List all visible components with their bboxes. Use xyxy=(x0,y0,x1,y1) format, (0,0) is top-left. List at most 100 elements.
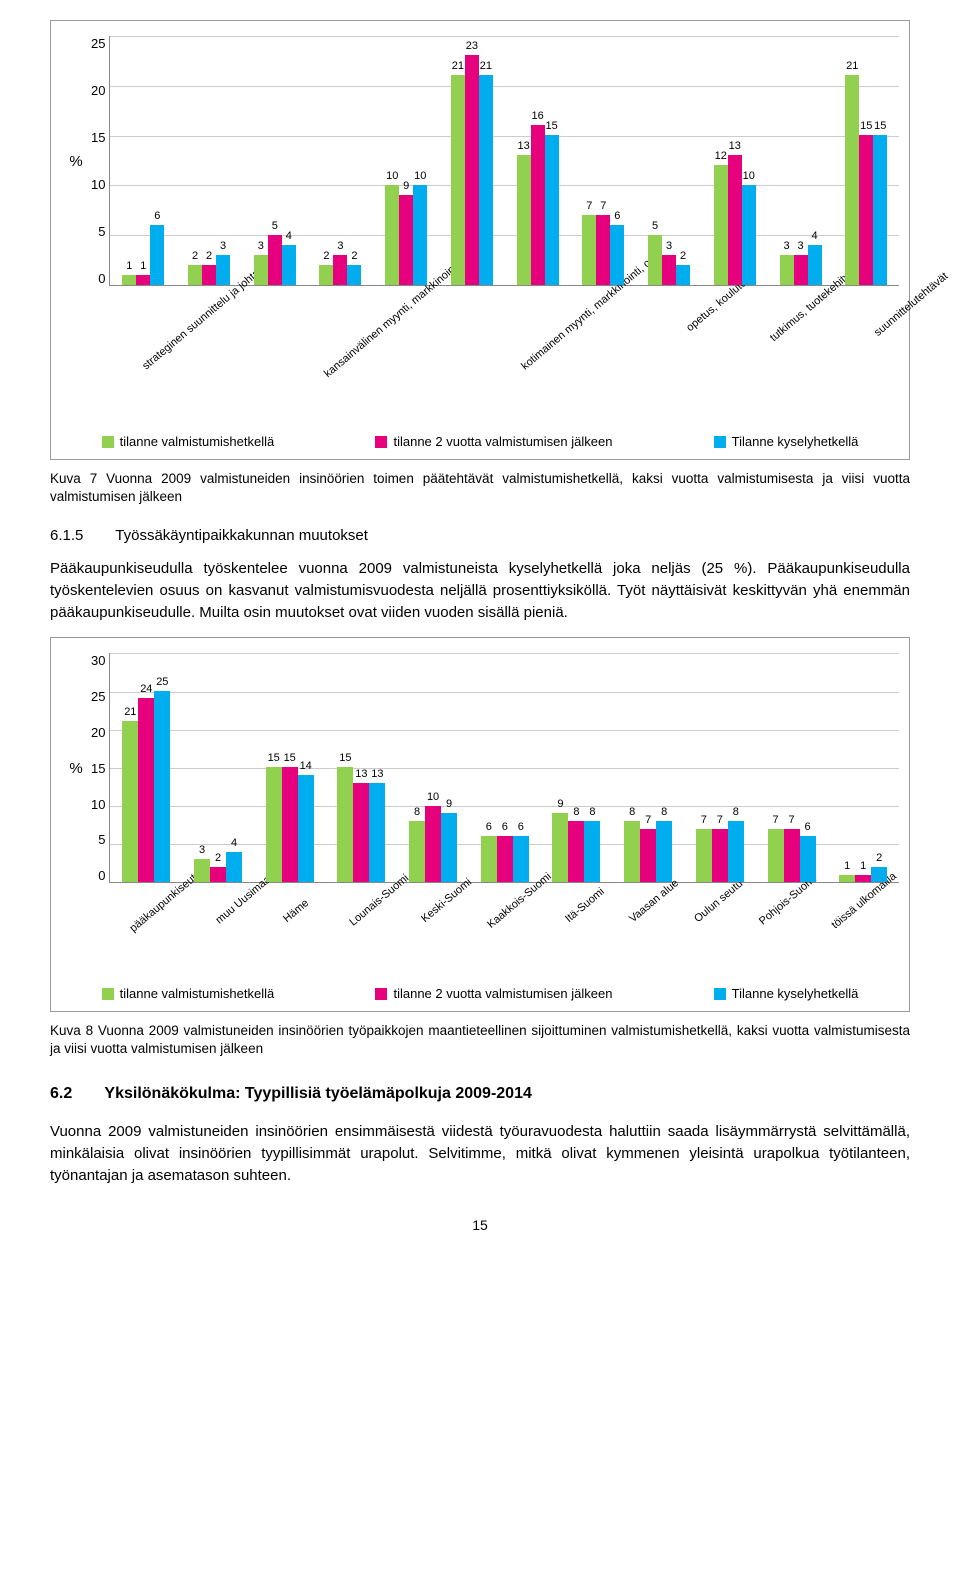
bar: 10 xyxy=(385,185,399,285)
bar: 7 xyxy=(596,215,610,285)
bar: 10 xyxy=(425,806,441,883)
bar: 7 xyxy=(640,829,656,883)
bar-value-label: 3 xyxy=(220,240,226,252)
plot-area: 1162233542321091021232113161577653212131… xyxy=(109,36,899,286)
bar-value-label: 9 xyxy=(446,798,452,810)
bar: 15 xyxy=(873,135,887,285)
bar: 15 xyxy=(545,135,559,285)
subsection-number: 6.1.5 xyxy=(50,527,83,544)
legend-swatch xyxy=(102,988,114,1000)
bar: 15 xyxy=(282,767,298,882)
bar: 6 xyxy=(150,225,164,285)
bar-value-label: 2 xyxy=(192,250,198,262)
bar-value-label: 4 xyxy=(811,230,817,242)
bar-value-label: 3 xyxy=(797,240,803,252)
legend-label: Tilanne kyselyhetkellä xyxy=(732,986,859,1001)
legend-label: Tilanne kyselyhetkellä xyxy=(732,434,859,449)
bar-value-label: 3 xyxy=(783,240,789,252)
bar-value-label: 16 xyxy=(532,110,544,122)
bar: 9 xyxy=(441,813,457,882)
legend-swatch xyxy=(375,988,387,1000)
y-tick: 20 xyxy=(91,725,105,740)
section-number: 6.2 xyxy=(50,1085,72,1103)
bar-group: 211515 xyxy=(833,75,899,285)
bar-group: 151514 xyxy=(254,767,326,882)
bar-value-label: 6 xyxy=(502,821,508,833)
bar: 3 xyxy=(780,255,794,285)
bar: 3 xyxy=(216,255,230,285)
legend-item: tilanne 2 vuotta valmistumisen jälkeen xyxy=(375,986,612,1001)
bar-group: 776 xyxy=(756,829,828,883)
bar-value-label: 10 xyxy=(386,170,398,182)
bar-group: 778 xyxy=(684,821,756,882)
bar: 4 xyxy=(282,245,296,285)
bar-value-label: 21 xyxy=(452,60,464,72)
bar-group: 131615 xyxy=(505,125,571,285)
bar: 7 xyxy=(768,829,784,883)
bar: 6 xyxy=(610,225,624,285)
bar-groups: 1162233542321091021232113161577653212131… xyxy=(110,36,899,285)
y-tick: 0 xyxy=(98,271,105,286)
bar-value-label: 6 xyxy=(518,821,524,833)
figure-7-caption: Kuva 7 Vuonna 2009 valmistuneiden insinö… xyxy=(50,470,910,505)
bar-value-label: 8 xyxy=(733,806,739,818)
bar: 3 xyxy=(662,255,676,285)
bar-value-label: 3 xyxy=(258,240,264,252)
bar-group: 212425 xyxy=(110,691,182,883)
bar: 15 xyxy=(266,767,282,882)
y-tick: 0 xyxy=(98,868,105,883)
bar-value-label: 15 xyxy=(546,120,558,132)
y-tick: 10 xyxy=(91,177,105,192)
bar: 6 xyxy=(800,836,816,882)
bar-value-label: 2 xyxy=(215,852,221,864)
figure-8-caption: Kuva 8 Vuonna 2009 valmistuneiden insinö… xyxy=(50,1022,910,1057)
bar: 2 xyxy=(210,867,226,882)
bar-value-label: 1 xyxy=(860,860,866,872)
bar: 8 xyxy=(728,821,744,882)
bar: 2 xyxy=(871,867,887,882)
bar: 21 xyxy=(479,75,493,285)
bar-value-label: 8 xyxy=(414,806,420,818)
legend-swatch xyxy=(102,436,114,448)
bar-value-label: 25 xyxy=(156,676,168,688)
y-tick: 25 xyxy=(91,36,105,51)
bar: 13 xyxy=(517,155,531,285)
bar-group: 324 xyxy=(182,852,254,883)
chart-1: %252015105011622335423210910212321131615… xyxy=(61,36,899,449)
bar: 3 xyxy=(333,255,347,285)
bar: 8 xyxy=(656,821,672,882)
x-labels: strateginen suunnittelu ja johtaminenkan… xyxy=(115,290,960,426)
bar-group: 112 xyxy=(827,867,899,882)
y-tick: 5 xyxy=(98,224,105,239)
bar-value-label: 8 xyxy=(589,806,595,818)
bar-value-label: 7 xyxy=(600,200,606,212)
bar: 8 xyxy=(568,821,584,882)
subsection-6-1-5: 6.1.5 Työssäkäyntipaikkakunnan muutokset xyxy=(50,527,910,544)
bar: 13 xyxy=(728,155,742,285)
bar-value-label: 8 xyxy=(629,806,635,818)
paragraph-1: Pääkaupunkiseudulla työskentelee vuonna … xyxy=(50,558,910,623)
bar-value-label: 8 xyxy=(661,806,667,818)
bar: 21 xyxy=(122,721,138,882)
bar-value-label: 3 xyxy=(337,240,343,252)
bar: 2 xyxy=(188,265,202,285)
bar: 1 xyxy=(855,875,871,883)
bar: 7 xyxy=(696,829,712,883)
bar-value-label: 7 xyxy=(788,814,794,826)
bar-value-label: 2 xyxy=(323,250,329,262)
y-tick: 15 xyxy=(91,130,105,145)
bar-value-label: 13 xyxy=(518,140,530,152)
bar: 7 xyxy=(784,829,800,883)
bar-group: 151313 xyxy=(326,767,398,882)
bar: 5 xyxy=(268,235,282,285)
bar-value-label: 7 xyxy=(772,814,778,826)
legend: tilanne valmistumishetkellätilanne 2 vuo… xyxy=(61,434,899,449)
bar-value-label: 15 xyxy=(284,752,296,764)
bar-value-label: 13 xyxy=(729,140,741,152)
legend-swatch xyxy=(714,436,726,448)
bar-value-label: 6 xyxy=(154,210,160,222)
bar-value-label: 6 xyxy=(614,210,620,222)
bar-group: 532 xyxy=(636,235,702,285)
bar-group: 10910 xyxy=(373,185,439,285)
bar-value-label: 21 xyxy=(480,60,492,72)
